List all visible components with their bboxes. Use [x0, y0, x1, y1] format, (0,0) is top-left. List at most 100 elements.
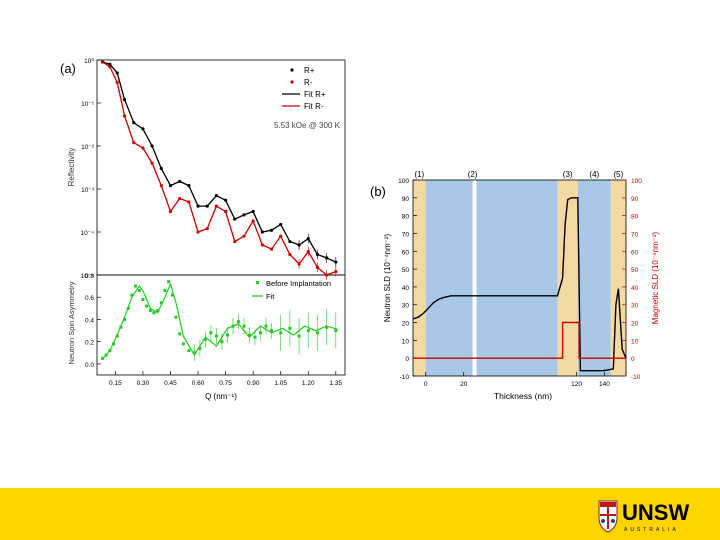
a-xtick-label: 0.60 [192, 380, 205, 387]
chart-b-xlabel: Thickness (nm) [494, 391, 552, 401]
chart-a-xlabel: Q (nm⁻¹) [205, 392, 237, 401]
asymmetry-point [181, 342, 185, 346]
asymmetry-point [156, 309, 160, 313]
a-xtick-label: 1.20 [302, 380, 315, 387]
a-xtick-label: 0.15 [109, 380, 122, 387]
asymmetry-fit-line [102, 282, 338, 360]
fit-r-minus-line [102, 61, 337, 276]
fit-r-plus-line [102, 61, 337, 263]
legend-marker-r-minus [290, 80, 294, 84]
chart-a-bottom-legend: Before Implantation Fit [252, 279, 331, 301]
b-ytick-label-right: 70 [631, 231, 639, 238]
chart-a: 10⁰ 10⁻¹ 10⁻² 10⁻³ 10⁻⁴ 10⁻⁵ 0.0 0.2 0.4 0.6 0.8 0… [67, 57, 346, 401]
layer-band [425, 180, 558, 376]
chart-b-ylabel-right: Magnetic SLD (10⁻⁴nm⁻²) [651, 231, 660, 324]
b-xtick-label: 120 [571, 381, 582, 388]
asymmetry-point [145, 304, 149, 308]
b-ytick-label-left: 50 [402, 267, 410, 274]
a-top-ytick-label: 10⁻³ [81, 187, 95, 194]
b-ytick-label-right: 60 [631, 249, 639, 256]
chart-a-top-ylabel: Reflectivity [67, 148, 76, 187]
asymmetry-point [148, 309, 152, 313]
b-ytick-label-right: 20 [631, 321, 639, 328]
a-bot-ytick-label: 0.6 [85, 295, 94, 302]
region-label: (4) [589, 170, 599, 179]
b-ytick-label-right: 0 [631, 356, 635, 363]
a-xtick-label: 0.45 [164, 380, 177, 387]
asymmetry-point [174, 315, 178, 319]
logo-wordmark: UNSW [622, 500, 689, 525]
a-xtick-label: 0.75 [219, 380, 232, 387]
b-xtick-label: 140 [599, 381, 610, 388]
b-ytick-label-right: 90 [631, 196, 639, 203]
b-ytick-label-left: -10 [400, 374, 410, 381]
legend-label-fit-r-minus: Fit R- [304, 102, 324, 111]
asymmetry-point [123, 317, 127, 321]
b-ytick-label-right: 10 [631, 338, 639, 345]
b-ytick-label-right: 100 [631, 178, 642, 185]
layer-band [577, 180, 611, 376]
b-ytick-label-left: 30 [402, 303, 410, 310]
asymmetry-point [178, 332, 182, 336]
b-ytick-label-left: 40 [402, 285, 410, 292]
region-label: (1) [414, 170, 424, 179]
b-ytick-label-right: 80 [631, 214, 639, 221]
b-ytick-label-left: 70 [402, 231, 410, 238]
b-ytick-label-left: 100 [398, 178, 409, 185]
b-ytick-label-left: 20 [402, 321, 410, 328]
layer-band [610, 180, 626, 376]
legend-label-r-plus: R+ [304, 66, 315, 75]
chart-a-top-legend: R+ R- Fit R+ Fit R- 5.53 kOe @ 300 K [274, 66, 341, 130]
asymmetry-point [159, 301, 163, 305]
chart-b-ylabel-left: Neutron SLD (10⁻⁴nm⁻²) [383, 233, 392, 322]
asymmetry-point [170, 293, 174, 297]
legend-marker-before-implantation [256, 281, 259, 284]
magnetic-sld-line [413, 321, 626, 359]
asymmetry-point [130, 293, 134, 297]
asymmetry-point [141, 297, 145, 301]
a-top-ytick-label: 10⁻⁴ [81, 230, 95, 237]
panel-a-label: (a) [58, 61, 78, 76]
neutron-sld-line [412, 197, 627, 372]
region-label: (2) [468, 170, 478, 179]
legend-label-before-implantation: Before Implantation [266, 279, 331, 288]
chart-a-bottom-frame [96, 274, 346, 376]
unsw-logo: UNSW AUSTRALIA [598, 500, 689, 533]
a-top-ytick-label: 10⁻² [81, 144, 95, 151]
b-xtick-label: 20 [460, 381, 468, 388]
legend-label-r-minus: R- [304, 78, 313, 87]
layer-band [413, 180, 426, 376]
chart-a-annotation: 5.53 kOe @ 300 K [274, 121, 341, 130]
a-xtick-label: 0.30 [137, 380, 150, 387]
a-top-ytick-label: 10⁻⁵ [81, 273, 95, 280]
b-xtick-label: 0 [424, 381, 428, 388]
b-ytick-label-left: 80 [402, 214, 410, 221]
legend-label-fit: Fit [266, 292, 275, 301]
asymmetry-point [134, 284, 138, 288]
a-xtick-label: 0.90 [247, 380, 260, 387]
region-label: (5) [614, 170, 624, 179]
b-ytick-label-left: 0 [405, 356, 409, 363]
b-ytick-label-right: 50 [631, 267, 639, 274]
a-bot-ytick-label: 0.2 [85, 340, 94, 347]
b-ytick-label-left: 10 [402, 338, 410, 345]
asymmetry-point [167, 280, 171, 284]
b-ytick-label-right: -10 [631, 374, 641, 381]
a-bot-ytick-label: 0.8 [85, 273, 94, 280]
panel-b-label: (b) [368, 184, 388, 199]
region-label: (3) [563, 170, 573, 179]
b-ytick-label-right: 30 [631, 303, 639, 310]
a-bot-ytick-label: 0.4 [85, 317, 94, 324]
layer-band [557, 180, 578, 376]
a-top-ytick-label: 10⁻¹ [81, 101, 95, 108]
a-top-ytick-label: 10⁰ [84, 57, 94, 65]
chart-a-bottom-ylabel: Neutron Spin Asymmetry [67, 281, 76, 364]
axis-break [472, 176, 477, 382]
chart-b: -10 -10 0 0 10 10 20 20 30 30 40 40 50 50 60 60 70 70 80 80… [383, 170, 660, 401]
a-bot-ytick-label: 0.0 [85, 362, 94, 369]
asymmetry-point [152, 311, 156, 315]
asymmetry-point [187, 349, 191, 353]
a-xtick-label: 1.35 [329, 380, 342, 387]
legend-label-fit-r-plus: Fit R+ [304, 90, 326, 99]
